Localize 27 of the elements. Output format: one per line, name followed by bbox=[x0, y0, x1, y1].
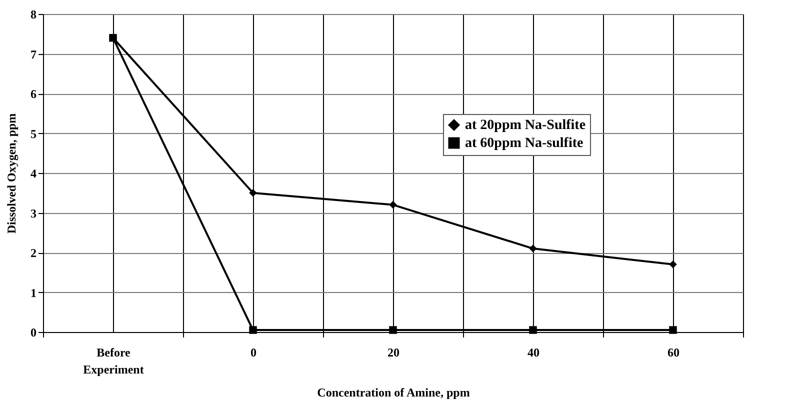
y-tick-label: 1 bbox=[30, 286, 36, 300]
x-tick-label: Before Experiment bbox=[83, 346, 144, 376]
legend-label: at 20ppm Na-Sulfite bbox=[465, 118, 586, 133]
legend-label: at 60ppm Na-sulfite bbox=[465, 136, 584, 151]
x-tick-label: 40 bbox=[528, 346, 540, 360]
point bbox=[249, 189, 257, 197]
point bbox=[389, 200, 397, 209]
y-tick-label: 7 bbox=[30, 47, 36, 62]
x-tick-label: 60 bbox=[668, 346, 680, 360]
point bbox=[109, 34, 117, 42]
x-tick-label: 20 bbox=[388, 346, 400, 360]
point bbox=[529, 244, 537, 252]
point bbox=[529, 326, 537, 334]
y-tick-label: 4 bbox=[30, 166, 36, 180]
y-tick-label: 5 bbox=[30, 126, 36, 141]
point bbox=[669, 326, 677, 334]
y-axis-title: Dissolved Oxygen, ppm bbox=[4, 113, 18, 234]
y-tick-label: 3 bbox=[30, 206, 36, 220]
y-tick-label: 0 bbox=[30, 326, 36, 340]
point bbox=[249, 326, 257, 334]
x-axis-title: Concentration of Amine, ppm bbox=[317, 386, 470, 400]
y-tick-label: 6 bbox=[30, 87, 36, 101]
point bbox=[389, 326, 397, 334]
y-tick-label: 2 bbox=[30, 246, 36, 260]
x-tick-label: 0 bbox=[250, 346, 256, 360]
point bbox=[669, 260, 677, 268]
y-tick-label: 8 bbox=[30, 8, 36, 22]
